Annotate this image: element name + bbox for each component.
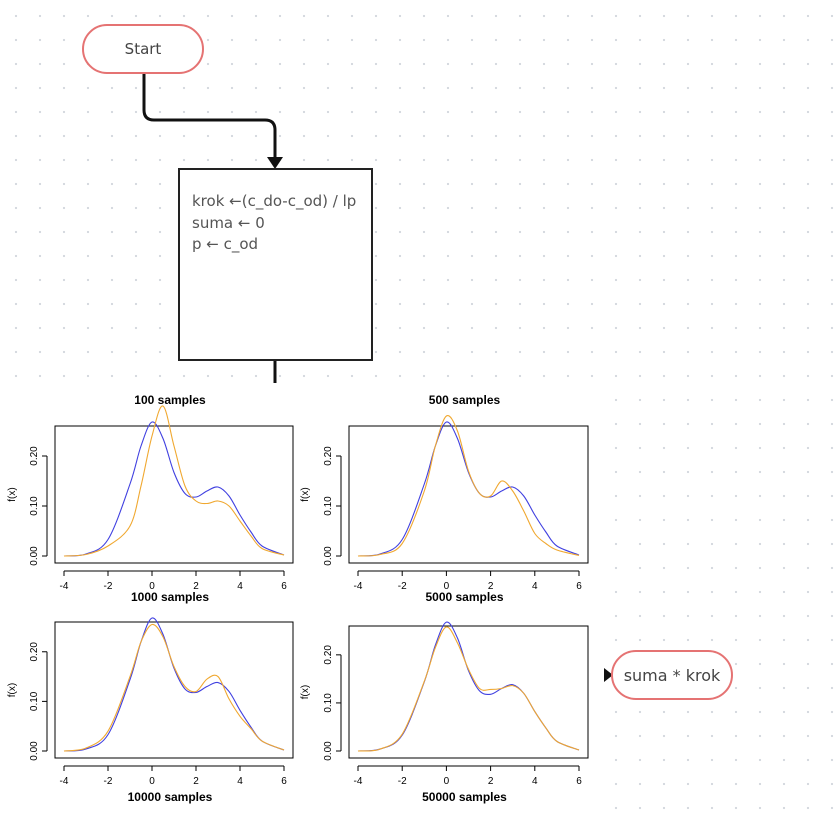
x-tick-label: 0 xyxy=(149,581,155,592)
plot-title: 500 samples xyxy=(429,393,501,407)
plot-title: 10000 samples xyxy=(128,790,213,804)
plot-frame xyxy=(54,621,294,759)
plot-frame xyxy=(54,425,294,564)
x-tick-label: 0 xyxy=(444,581,450,592)
end-terminator[interactable]: suma * krok xyxy=(611,650,733,700)
process-block[interactable]: krok ←(c_do-c_od) / lp suma ← 0 p ← c_od xyxy=(178,168,373,361)
plot-title: 1000 samples xyxy=(131,590,209,604)
start-terminator[interactable]: Start xyxy=(82,24,204,74)
x-tick-label: -4 xyxy=(354,776,363,787)
x-tick-label: -2 xyxy=(104,581,113,592)
x-tick-label: 2 xyxy=(488,581,494,592)
y-tick-label: 0.10 xyxy=(29,691,40,711)
end-label: suma * krok xyxy=(623,665,721,685)
plot-frame xyxy=(348,625,589,759)
x-tick-label: 2 xyxy=(488,776,494,787)
x-tick-label: 6 xyxy=(576,776,582,787)
x-tick-label: 2 xyxy=(193,776,199,787)
y-axis-label: f(x) xyxy=(300,685,311,699)
y-tick-label: 0.20 xyxy=(29,446,40,466)
estimated-density-line xyxy=(63,405,285,557)
y-axis-label: f(x) xyxy=(7,487,18,501)
x-tick-label: -2 xyxy=(398,581,407,592)
estimated-density-line xyxy=(357,415,580,557)
x-tick-label: -4 xyxy=(60,581,69,592)
true-density-line xyxy=(63,421,285,557)
start-label: Start xyxy=(124,40,162,58)
arrowhead-end xyxy=(604,668,613,682)
x-tick-label: 0 xyxy=(444,776,450,787)
process-line-3: p ← c_od xyxy=(192,235,259,253)
y-axis-label: f(x) xyxy=(300,487,311,501)
arrowhead-process xyxy=(267,157,283,169)
plot-frame xyxy=(348,425,589,564)
x-tick-label: 6 xyxy=(576,581,582,592)
x-tick-label: 6 xyxy=(281,776,287,787)
x-tick-label: 4 xyxy=(237,776,243,787)
x-tick-label: 4 xyxy=(532,776,538,787)
y-tick-label: 0.00 xyxy=(323,741,334,761)
y-tick-label: 0.20 xyxy=(323,446,334,466)
x-tick-label: -4 xyxy=(60,776,69,787)
x-tick-label: 4 xyxy=(237,581,243,592)
y-tick-label: 0.00 xyxy=(29,741,40,761)
x-tick-label: 6 xyxy=(281,581,287,592)
y-axis-label: f(x) xyxy=(7,683,18,697)
x-tick-label: -2 xyxy=(398,776,407,787)
x-tick-label: -2 xyxy=(104,776,113,787)
process-line-1: krok ←(c_do-c_od) / lp xyxy=(192,192,357,210)
density-plot-image: 100 samples -4 -2 0 2 4 6 0.00 0.10 0.20 f(x) 500 s… xyxy=(0,383,604,816)
plot-title: 50000 samples xyxy=(422,790,507,804)
y-tick-label: 0.00 xyxy=(323,546,334,566)
density-plots: 100 samples -4 -2 0 2 4 6 0.00 0.10 0.20 f(x) 500 s… xyxy=(7,393,589,804)
plot-title: 5000 samples xyxy=(425,590,503,604)
y-tick-label: 0.10 xyxy=(29,496,40,516)
true-density-line xyxy=(357,421,580,557)
estimated-density-line xyxy=(357,626,580,752)
true-density-line xyxy=(63,617,285,752)
x-tick-label: 2 xyxy=(193,581,199,592)
estimated-density-line xyxy=(63,623,285,752)
y-tick-label: 0.10 xyxy=(323,496,334,516)
y-tick-label: 0.00 xyxy=(29,546,40,566)
plot-title: 100 samples xyxy=(134,393,206,407)
connector-start-to-process xyxy=(142,74,277,158)
y-tick-label: 0.20 xyxy=(29,642,40,662)
true-density-line xyxy=(357,621,580,752)
x-tick-label: -4 xyxy=(354,581,363,592)
process-line-2: suma ← 0 xyxy=(192,213,265,232)
y-tick-label: 0.10 xyxy=(323,693,334,713)
y-tick-label: 0.20 xyxy=(323,645,334,665)
x-tick-label: 0 xyxy=(149,776,155,787)
x-tick-label: 4 xyxy=(532,581,538,592)
